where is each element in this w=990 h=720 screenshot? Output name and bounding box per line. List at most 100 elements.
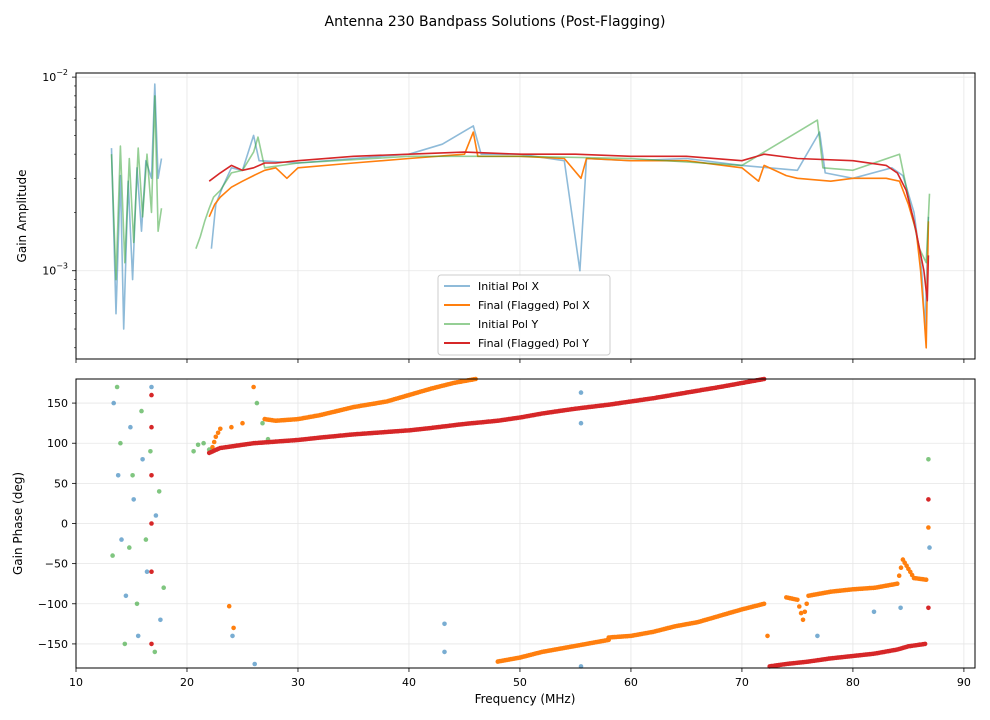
legend-box: [437, 274, 611, 356]
phase-point: [195, 442, 201, 448]
amp-line-final-flagged-pol-y: [208, 151, 930, 302]
amp-y-tick-label: 10−3: [42, 262, 68, 278]
phase-point: [898, 565, 904, 570]
phase-point: [761, 601, 767, 607]
phase-point: [118, 440, 123, 446]
legend-entry: Initial Pol X: [478, 280, 539, 293]
phase-point: [149, 392, 154, 398]
phase-y-axis-label: Gain Phase (deg): [11, 472, 25, 575]
ph-y-tick-label: −100: [38, 598, 68, 611]
phase-point: [144, 569, 150, 574]
phase-point: [201, 440, 206, 446]
x-tick-label: 40: [402, 676, 416, 689]
phase-point: [578, 390, 584, 395]
phase-point: [215, 430, 221, 436]
x-tick-label: 90: [957, 676, 971, 689]
phase-point: [765, 633, 770, 639]
amplitude-axes-frame: [75, 72, 976, 360]
ph-y-tick-label: −150: [38, 638, 68, 651]
amp-line-final-flagged-pol-x: [208, 131, 930, 349]
phase-point: [128, 424, 133, 430]
phase-scatter-initial-pol-y: [110, 384, 931, 655]
phase-point: [926, 457, 931, 462]
phase-point: [923, 577, 929, 582]
phase-point: [122, 641, 128, 647]
phase-point: [149, 424, 154, 430]
amplitude-series: [110, 83, 931, 349]
phase-point: [926, 605, 931, 611]
phase-point: [815, 633, 820, 639]
legend-entry: Final (Flagged) Pol Y: [478, 337, 589, 350]
phase-point: [795, 597, 800, 603]
phase-point: [218, 426, 223, 432]
phase-series: [110, 376, 932, 669]
ph-y-tick-label: 150: [47, 397, 68, 410]
phase-point: [153, 513, 159, 518]
amp-y-tick-label: 10−2: [42, 68, 68, 84]
phase-point: [158, 617, 163, 623]
phase-point: [804, 601, 809, 607]
phase-point: [871, 609, 877, 615]
phase-point: [139, 408, 144, 414]
phase-point: [135, 633, 141, 639]
phase-point: [115, 473, 121, 478]
phase-point: [149, 473, 154, 478]
phase-point: [114, 384, 120, 390]
x-tick-label: 20: [180, 676, 194, 689]
ph-y-tick-label: −50: [45, 558, 68, 571]
phase-point: [926, 497, 931, 502]
x-tick-label: 10: [69, 676, 83, 689]
phase-point: [127, 545, 132, 550]
phase-point: [895, 581, 900, 586]
amplitude-y-axis-label: Gain Amplitude: [15, 170, 29, 263]
x-tick-label: 60: [624, 676, 638, 689]
phase-point: [898, 605, 903, 611]
phase-point: [161, 585, 166, 590]
phase-point: [226, 603, 232, 609]
phase-scatter-final-flagged-pol-x: [210, 376, 931, 664]
phase-point: [143, 537, 149, 542]
phase-point: [148, 449, 153, 454]
x-tick-label: 70: [735, 676, 749, 689]
phase-point: [230, 633, 235, 639]
amp-line-initial-pol-y: [195, 119, 931, 264]
amplitude-panel: 10−3 10−2 Gain Amplitude Initial Pol X Fin…: [15, 68, 976, 363]
phase-point: [191, 449, 196, 454]
amplitude-ticks: 10−3 10−2: [42, 68, 965, 363]
phase-point: [149, 641, 154, 647]
phase-point: [134, 601, 140, 607]
ph-y-tick-label: 50: [54, 477, 68, 490]
phase-point: [927, 545, 932, 550]
x-axis-label: Frequency (MHz): [475, 692, 576, 706]
phase-point: [260, 420, 265, 426]
phase-point: [442, 621, 447, 627]
phase-point: [140, 457, 145, 462]
phase-point: [922, 641, 928, 647]
phase-point: [252, 661, 257, 667]
phase-point: [110, 553, 115, 558]
ph-y-tick-label: 0: [61, 518, 68, 531]
legend-entry: Initial Pol Y: [478, 318, 538, 331]
phase-scatter-final-flagged-pol-y: [149, 376, 931, 669]
phase-point: [111, 400, 116, 406]
phase-point: [210, 444, 215, 450]
phase-panel: 10 20 30 40 50 60 70 80 90 −150 −100 −50 0 50 100 150 G…: [11, 376, 976, 706]
phase-point: [800, 617, 806, 623]
phase-point: [442, 649, 447, 655]
amp-line-initial-pol-x: [210, 125, 930, 330]
phase-point: [149, 569, 154, 574]
x-tick-label: 50: [513, 676, 527, 689]
phase-point: [798, 610, 804, 616]
phase-point: [578, 420, 584, 426]
phase-point: [131, 497, 136, 502]
ph-y-tick-label: 100: [47, 437, 68, 450]
phase-point: [149, 384, 154, 390]
phase-point: [896, 573, 902, 578]
phase-point: [926, 525, 931, 530]
amplitude-grid: [75, 73, 975, 359]
phase-point: [130, 473, 135, 478]
figure-title: Antenna 230 Bandpass Solutions (Post-Fla…: [325, 14, 666, 30]
phase-point: [119, 537, 124, 542]
phase-point: [149, 521, 154, 526]
